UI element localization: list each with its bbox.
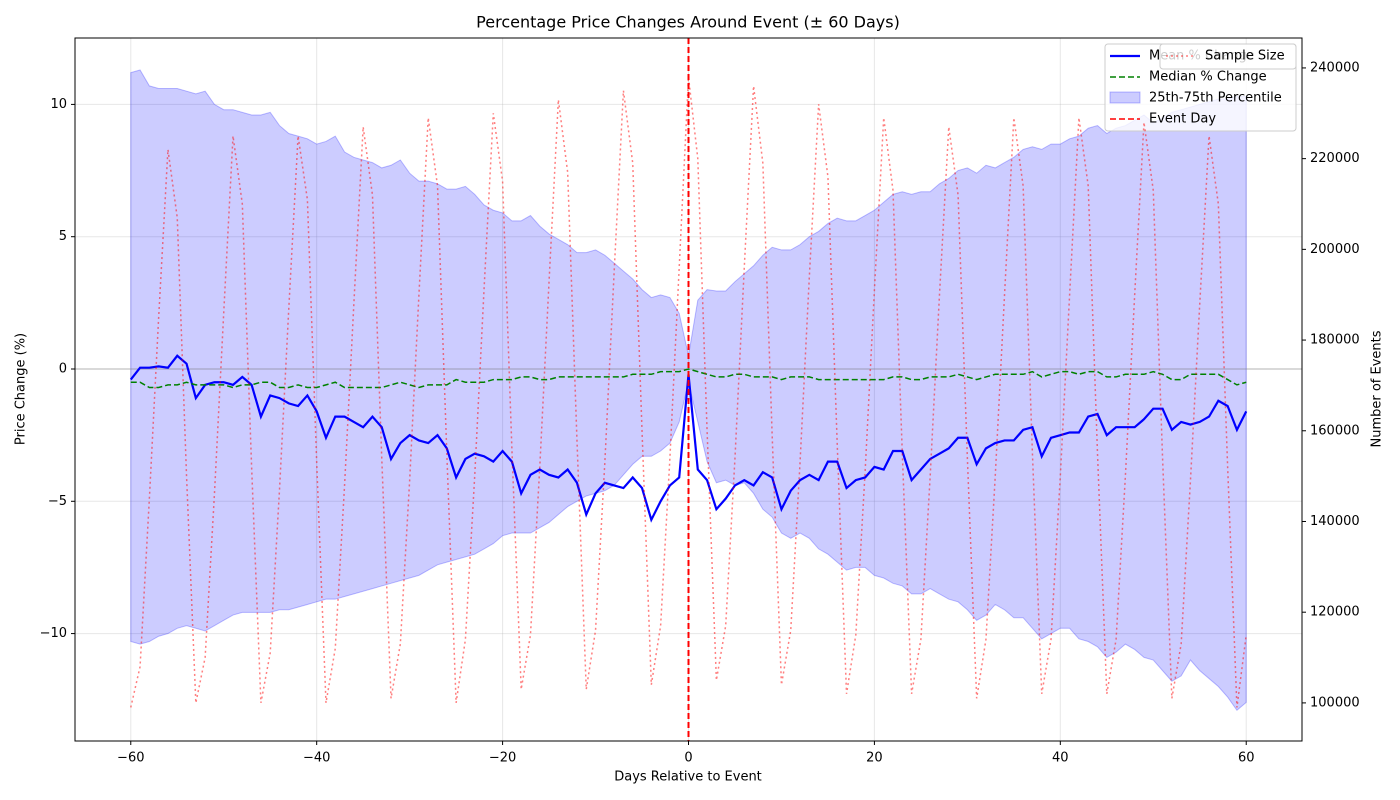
y2-tick-label: 200000 <box>1310 242 1360 257</box>
y2-tick-label: 180000 <box>1310 333 1360 348</box>
y2-tick-label: 140000 <box>1310 514 1360 529</box>
legend-swatch <box>1109 91 1141 104</box>
legend-label: Sample Size <box>1205 49 1285 64</box>
y2-tick-label: 220000 <box>1310 151 1360 166</box>
x-tick-label: −40 <box>303 751 330 766</box>
y-tick-label: 10 <box>50 97 67 112</box>
y-tick-label: 0 <box>59 361 67 376</box>
y-tick-label: −5 <box>48 494 67 509</box>
x-axis-label: Days Relative to Event <box>614 770 762 785</box>
y2-axis-label: Number of Events <box>1370 330 1385 447</box>
y-tick-label: −10 <box>40 626 67 641</box>
plot-frame <box>74 37 1303 742</box>
legend-label: Median % Change <box>1149 70 1267 85</box>
legend-label: 25th-75th Percentile <box>1149 91 1282 106</box>
sample-size-line <box>130 76 1247 708</box>
x-tick-label: 0 <box>684 751 692 766</box>
series-line <box>130 368 1247 389</box>
y2-tick-label: 160000 <box>1310 423 1360 438</box>
percentile-band <box>130 69 1247 712</box>
y2-tick-label: 240000 <box>1310 60 1360 75</box>
x-tick-label: 60 <box>1238 751 1255 766</box>
x-tick-label: 20 <box>866 751 883 766</box>
chart-title: Percentage Price Changes Around Event (±… <box>476 13 900 32</box>
y-tick-label: 5 <box>59 229 67 244</box>
legend-box <box>1159 43 1297 70</box>
legend-label: Event Day <box>1149 112 1216 127</box>
x-tick-label: −60 <box>117 751 144 766</box>
y-axis-label: Price Change (%) <box>14 333 29 445</box>
x-tick-label: −20 <box>489 751 516 766</box>
y2-tick-label: 120000 <box>1310 605 1360 620</box>
x-tick-label: 40 <box>1052 751 1069 766</box>
y2-tick-label: 100000 <box>1310 695 1360 710</box>
